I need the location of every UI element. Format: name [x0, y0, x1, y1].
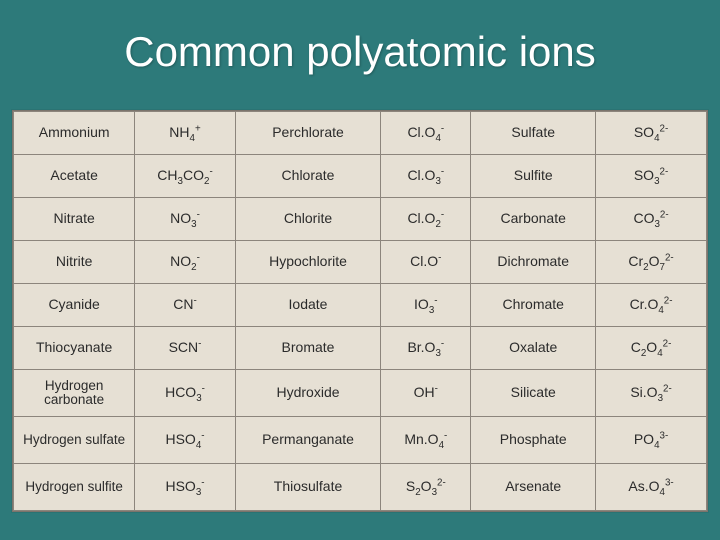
ion-name-cell: Hypochlorite	[235, 241, 381, 284]
ion-formula-cell: HSO3-	[135, 464, 235, 511]
ion-name-cell: Sulfate	[471, 112, 596, 155]
ion-name-cell: Permanganate	[235, 417, 381, 464]
ion-formula-cell: SCN-	[135, 327, 235, 370]
ion-formula-cell: As.O43-	[596, 464, 707, 511]
ion-formula-cell: PO43-	[596, 417, 707, 464]
ion-formula-cell: HSO4-	[135, 417, 235, 464]
polyatomic-ions-table: AmmoniumNH4+PerchlorateCl.O4-SulfateSO42…	[13, 111, 707, 511]
ion-formula-cell: Cr2O72-	[596, 241, 707, 284]
ion-name-cell: Arsenate	[471, 464, 596, 511]
ion-name-cell: Hydrogen carbonate	[14, 370, 135, 417]
ion-name-cell: Ammonium	[14, 112, 135, 155]
ion-name-cell: Dichromate	[471, 241, 596, 284]
ion-formula-cell: C2O42-	[596, 327, 707, 370]
ion-formula-cell: Cl.O3-	[381, 155, 471, 198]
ion-formula-cell: Cl.O4-	[381, 112, 471, 155]
ion-name-cell: Hydrogen sulfate	[14, 417, 135, 464]
slide: Common polyatomic ions AmmoniumNH4+Perch…	[0, 0, 720, 540]
table-container: AmmoniumNH4+PerchlorateCl.O4-SulfateSO42…	[12, 110, 708, 512]
table-row: Hydrogen sulfateHSO4-PermanganateMn.O4-P…	[14, 417, 707, 464]
ion-name-cell: Nitrite	[14, 241, 135, 284]
table-row: AcetateCH3CO2-ChlorateCl.O3-SulfiteSO32-	[14, 155, 707, 198]
ion-name-cell: Chromate	[471, 284, 596, 327]
table-row: AmmoniumNH4+PerchlorateCl.O4-SulfateSO42…	[14, 112, 707, 155]
ion-name-cell: Thiocyanate	[14, 327, 135, 370]
ion-name-cell: Carbonate	[471, 198, 596, 241]
ion-formula-cell: NO2-	[135, 241, 235, 284]
ion-formula-cell: SO32-	[596, 155, 707, 198]
table-row: CyanideCN-IodateIO3-ChromateCr.O42-	[14, 284, 707, 327]
ion-name-cell: Hydroxide	[235, 370, 381, 417]
ion-name-cell: Iodate	[235, 284, 381, 327]
ion-formula-cell: IO3-	[381, 284, 471, 327]
ion-formula-cell: CH3CO2-	[135, 155, 235, 198]
ion-formula-cell: Cl.O2-	[381, 198, 471, 241]
ion-formula-cell: Si.O32-	[596, 370, 707, 417]
table-row: NitrateNO3-ChloriteCl.O2-CarbonateCO32-	[14, 198, 707, 241]
table-row: Hydrogen carbonateHCO3-HydroxideOH-Silic…	[14, 370, 707, 417]
ion-formula-cell: Cr.O42-	[596, 284, 707, 327]
table-row: Hydrogen sulfiteHSO3-ThiosulfateS2O32-Ar…	[14, 464, 707, 511]
ion-formula-cell: S2O32-	[381, 464, 471, 511]
ion-formula-cell: CN-	[135, 284, 235, 327]
ion-formula-cell: HCO3-	[135, 370, 235, 417]
ion-name-cell: Phosphate	[471, 417, 596, 464]
ion-name-cell: Sulfite	[471, 155, 596, 198]
ion-formula-cell: CO32-	[596, 198, 707, 241]
ion-name-cell: Acetate	[14, 155, 135, 198]
ion-name-cell: Thiosulfate	[235, 464, 381, 511]
ion-name-cell: Oxalate	[471, 327, 596, 370]
ion-formula-cell: NH4+	[135, 112, 235, 155]
ion-name-cell: Bromate	[235, 327, 381, 370]
ion-name-cell: Hydrogen sulfite	[14, 464, 135, 511]
ion-formula-cell: Mn.O4-	[381, 417, 471, 464]
ion-name-cell: Perchlorate	[235, 112, 381, 155]
ion-formula-cell: Br.O3-	[381, 327, 471, 370]
ion-name-cell: Chlorite	[235, 198, 381, 241]
ion-formula-cell: NO3-	[135, 198, 235, 241]
ion-name-cell: Nitrate	[14, 198, 135, 241]
page-title: Common polyatomic ions	[0, 28, 720, 76]
table-row: ThiocyanateSCN-BromateBr.O3-OxalateC2O42…	[14, 327, 707, 370]
ion-name-cell: Chlorate	[235, 155, 381, 198]
ion-formula-cell: OH-	[381, 370, 471, 417]
table-row: NitriteNO2-HypochloriteCl.O-DichromateCr…	[14, 241, 707, 284]
ion-name-cell: Silicate	[471, 370, 596, 417]
ion-formula-cell: SO42-	[596, 112, 707, 155]
ion-formula-cell: Cl.O-	[381, 241, 471, 284]
ion-name-cell: Cyanide	[14, 284, 135, 327]
